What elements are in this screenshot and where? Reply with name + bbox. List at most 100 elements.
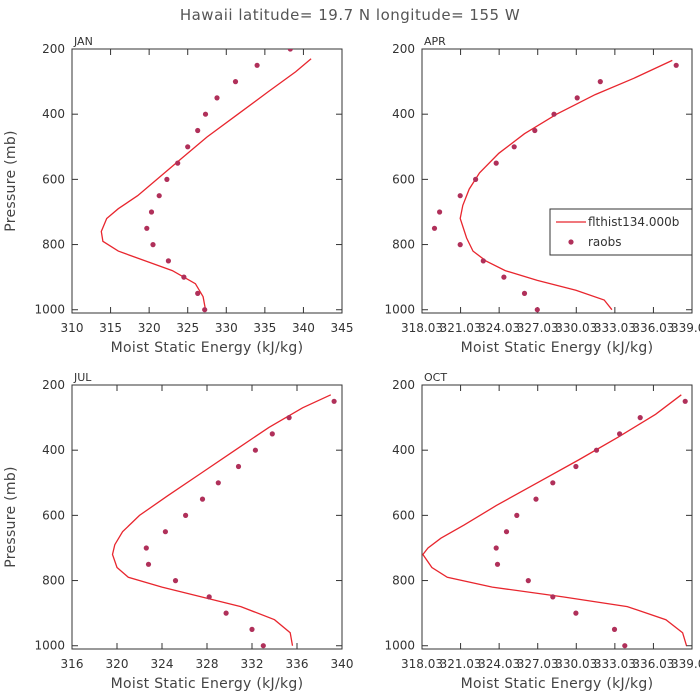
raobs-point (573, 610, 579, 616)
panel-label: JAN (73, 35, 93, 48)
x-axis-label: Moist Static Energy (kJ/kg) (111, 676, 304, 692)
raobs-point (514, 512, 520, 519)
raobs-point (254, 62, 260, 68)
x-tick-label: 336.03 (632, 657, 674, 671)
y-tick-label: 200 (392, 42, 415, 56)
raobs-point (235, 463, 242, 470)
raobs-point (215, 480, 221, 486)
raobs-point (431, 225, 438, 231)
raobs-point (503, 529, 510, 535)
raobs-point (202, 111, 209, 117)
raobs-point (673, 62, 679, 68)
y-tick-label: 200 (42, 378, 65, 392)
raobs-point (501, 274, 507, 280)
raobs-point (511, 144, 517, 150)
x-tick-label: 316 (61, 657, 84, 671)
panel-apr: APR318.03321.03324.03327.03330.03333.033… (384, 35, 700, 356)
y-tick-label: 800 (392, 574, 415, 588)
x-tick-label: 321.03 (440, 657, 482, 671)
plot-area (431, 59, 679, 313)
raobs-point (232, 79, 239, 85)
y-tick-label: 600 (392, 172, 415, 186)
raobs-point (202, 307, 208, 313)
raobs-point (521, 290, 528, 296)
x-tick-label: 330.03 (555, 657, 597, 671)
raobs-point (164, 176, 170, 182)
raobs-point (473, 176, 479, 182)
plot-area (100, 49, 312, 313)
raobs-point (437, 209, 443, 215)
x-tick-label: 324.03 (478, 657, 520, 671)
raobs-point (534, 307, 540, 313)
x-tick-label: 336.03 (632, 321, 674, 335)
x-tick-label: 333.03 (594, 657, 636, 671)
x-tick-label: 330 (215, 321, 238, 335)
y-tick-label: 600 (42, 172, 65, 186)
y-tick-label: 600 (392, 508, 415, 522)
x-tick-label: 328 (196, 657, 219, 671)
legend-obs-label: raobs (588, 235, 622, 249)
raobs-point (144, 225, 150, 231)
raobs-point (622, 643, 628, 649)
y-axis-label: Pressure (mb) (3, 466, 19, 568)
x-tick-label: 340 (292, 321, 315, 335)
raobs-point (533, 496, 539, 502)
raobs-point (331, 398, 337, 404)
raobs-point (457, 193, 463, 199)
x-tick-label: 321.03 (440, 321, 482, 335)
panel-label: APR (424, 35, 446, 48)
model-profile-line (422, 394, 688, 646)
x-axis-label: Moist Static Energy (kJ/kg) (111, 340, 304, 356)
x-tick-label: 318.03 (401, 321, 443, 335)
raobs-point (199, 496, 206, 502)
raobs-point (480, 258, 486, 264)
raobs-point (573, 463, 579, 470)
plot-area (422, 394, 688, 649)
model-profile-line (111, 394, 332, 646)
y-tick-label: 800 (392, 238, 415, 252)
raobs-point (172, 578, 179, 584)
raobs-point (162, 529, 168, 535)
raobs-point (532, 127, 538, 134)
y-tick-label: 1000 (384, 639, 415, 653)
raobs-point (551, 111, 557, 117)
raobs-point (206, 594, 212, 600)
figure-title: Hawaii latitude= 19.7 N longitude= 155 W (180, 6, 520, 24)
y-tick-label: 1000 (34, 303, 65, 317)
x-tick-label: 330.03 (555, 321, 597, 335)
legend: flthist134.000b raobs (549, 208, 693, 256)
raobs-point (165, 258, 171, 264)
raobs-point (550, 594, 556, 600)
panel-label: OCT (424, 371, 447, 384)
legend-dot-swatch (568, 239, 574, 245)
raobs-point (493, 160, 499, 166)
y-tick-label: 1000 (384, 303, 415, 317)
y-tick-label: 400 (42, 443, 65, 457)
legend-box (549, 208, 693, 256)
raobs-point (637, 415, 643, 421)
raobs-point (597, 79, 603, 85)
y-tick-label: 400 (392, 107, 415, 121)
panel-label: JUL (73, 371, 92, 384)
x-tick-label: 320 (106, 657, 129, 671)
x-tick-label: 315 (99, 321, 122, 335)
raobs-point (493, 545, 499, 551)
x-tick-label: 335 (253, 321, 276, 335)
x-tick-label: 318.03 (401, 657, 443, 671)
raobs-point (260, 643, 266, 649)
raobs-point (143, 545, 149, 551)
plot-frame (71, 384, 343, 650)
raobs-point (286, 415, 292, 421)
y-tick-label: 800 (42, 238, 65, 252)
plot-frame (421, 48, 693, 314)
raobs-point (156, 193, 162, 199)
raobs-point (525, 578, 531, 584)
legend-model-label: flthist134.000b (588, 215, 679, 229)
raobs-point (457, 242, 463, 248)
x-tick-label: 327.03 (517, 657, 559, 671)
raobs-point (181, 274, 187, 280)
y-axis-label: Pressure (mb) (3, 130, 19, 232)
raobs-point (145, 561, 152, 567)
plot-frame (71, 48, 343, 314)
